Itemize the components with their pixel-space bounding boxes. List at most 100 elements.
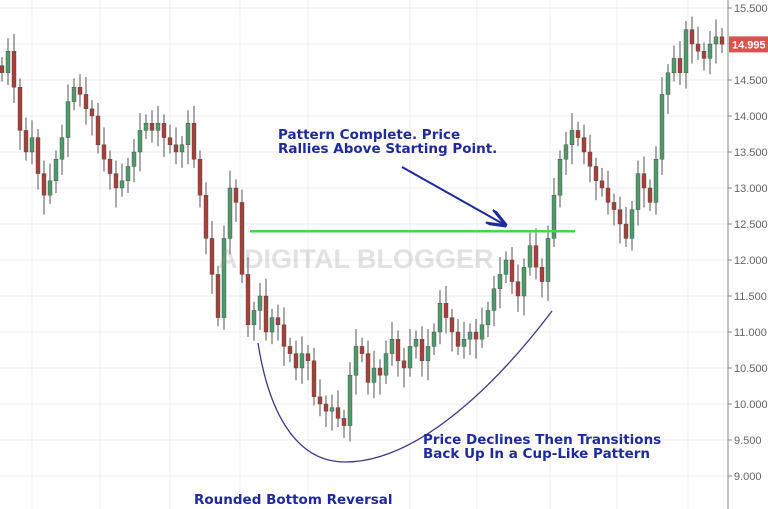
candle-up [485, 310, 491, 325]
candle-down [35, 137, 41, 174]
candle-down [401, 360, 407, 369]
candle-down [77, 86, 83, 95]
candle-down [473, 331, 479, 340]
candle-up [155, 122, 161, 131]
watermark: A DIGITAL BLOGGER [218, 244, 494, 274]
candle-down [341, 418, 347, 426]
candle-up [131, 151, 137, 167]
candle-up [713, 36, 719, 45]
candle-down [113, 173, 119, 189]
candle-up [185, 122, 191, 145]
candle-up [29, 137, 35, 153]
y-tick-label: 13.000 [734, 183, 768, 195]
candle-down [701, 51, 707, 59]
candle-up [143, 122, 149, 131]
candle-up [653, 158, 659, 203]
candle-up [635, 173, 641, 210]
candle-down [677, 58, 683, 74]
last-price-label: 14.995 [732, 39, 766, 51]
candle-down [617, 209, 623, 225]
candle-down [305, 353, 311, 362]
candle-down [215, 274, 221, 318]
candle-down [275, 317, 281, 326]
candle-up [413, 339, 419, 347]
candle-down [41, 173, 47, 196]
y-tick-label: 12.500 [734, 219, 768, 231]
candle-up [59, 137, 65, 160]
candle-up [299, 353, 305, 369]
annotation-line: Back Up In a Cup-Like Pattern [423, 446, 651, 462]
candle-down [0, 65, 5, 73]
candle-up [665, 72, 671, 95]
candle-down [287, 346, 293, 354]
candle-down [719, 36, 725, 45]
candle-up [557, 158, 563, 196]
candle-up [179, 144, 185, 153]
candle-down [263, 295, 269, 333]
candles [0, 16, 725, 442]
candle-up [563, 144, 569, 160]
candle-up [431, 331, 437, 347]
candle-down [323, 403, 329, 412]
candle-down [419, 339, 425, 362]
candle-down [623, 223, 629, 239]
candle-up [629, 209, 635, 239]
candle-up [521, 267, 527, 297]
candle-down [533, 245, 539, 268]
candle-up [371, 367, 377, 383]
grid [0, 0, 728, 509]
y-tick-label: 14.500 [734, 75, 768, 87]
y-tick-label: 9.500 [734, 435, 762, 447]
candle-down [455, 331, 461, 347]
candle-up [467, 331, 473, 340]
candle-up [503, 259, 509, 275]
candle-up [437, 303, 443, 333]
candle-up [527, 245, 533, 268]
candle-up [347, 375, 353, 426]
candle-down [191, 122, 197, 160]
y-tick-label: 10.500 [734, 363, 768, 375]
candle-down [377, 367, 383, 376]
candle-up [125, 166, 131, 181]
candle-up [329, 407, 335, 412]
candle-up [545, 238, 551, 282]
candle-down [293, 353, 299, 369]
candle-down [83, 94, 89, 110]
candle-down [359, 346, 365, 354]
candle-up [671, 58, 677, 74]
candle-down [317, 396, 323, 405]
candle-down [647, 187, 653, 203]
y-tick-label: 11.000 [734, 327, 767, 339]
candle-down [161, 122, 167, 138]
candle-down [209, 238, 215, 275]
candle-down [365, 353, 371, 383]
candle-down [203, 194, 209, 239]
candle-down [599, 180, 605, 189]
candle-up [461, 339, 467, 347]
candle-down [173, 144, 179, 153]
candle-up [65, 101, 71, 138]
candle-down [107, 158, 113, 174]
annotation-line: Price Declines Then Transitions [423, 432, 662, 448]
candle-down [149, 122, 155, 131]
candle-up [119, 180, 125, 189]
candle-down [311, 360, 317, 397]
candle-up [659, 94, 665, 160]
candle-up [47, 180, 53, 196]
y-tick-label: 14.000 [734, 111, 768, 123]
annotation-line: Rallies Above Starting Point. [278, 141, 498, 157]
candle-down [335, 407, 341, 419]
candle-down [689, 29, 695, 45]
candle-down [539, 267, 545, 282]
candle-down [89, 108, 95, 117]
candle-down [17, 86, 23, 131]
arrow-icon [401, 166, 505, 225]
candle-down [611, 202, 617, 210]
candle-down [95, 115, 101, 145]
candle-up [569, 130, 575, 145]
last-price-badge [729, 36, 768, 53]
candle-up [227, 187, 233, 239]
candle-down [239, 202, 245, 275]
candle-down [281, 324, 287, 347]
y-tick-label: 9.000 [734, 471, 762, 483]
